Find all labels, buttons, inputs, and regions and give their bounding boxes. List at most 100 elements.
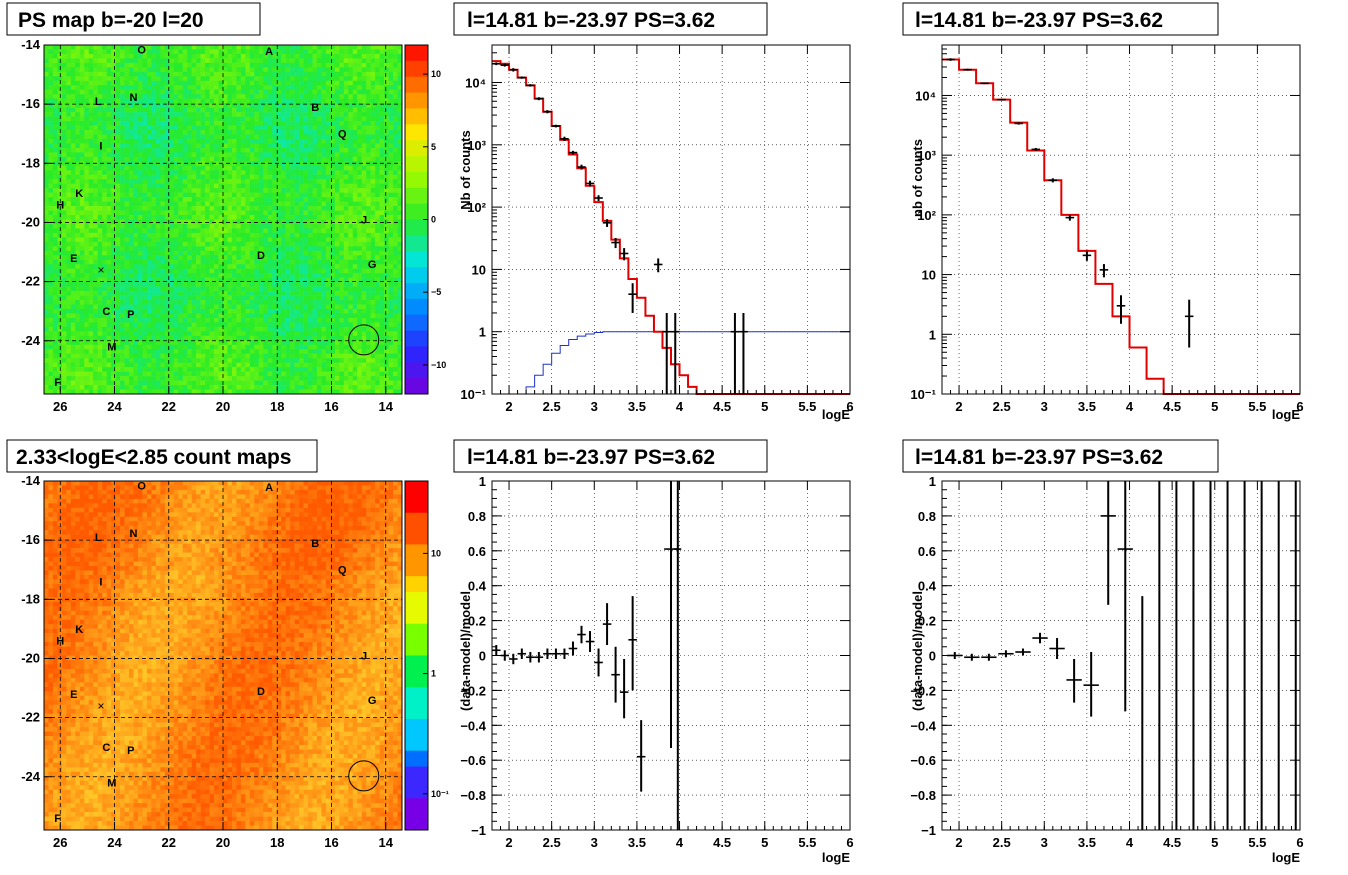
heat-cell bbox=[79, 71, 85, 77]
heat-cell bbox=[44, 156, 49, 162]
heat-cell bbox=[370, 147, 376, 153]
heat-cell bbox=[272, 215, 277, 220]
heat-cell bbox=[227, 219, 233, 225]
heat-cell bbox=[348, 138, 354, 144]
heat-cell bbox=[388, 85, 394, 91]
heat-cell bbox=[52, 80, 58, 86]
heat-cell bbox=[137, 165, 143, 171]
heat-cell bbox=[285, 304, 291, 310]
heat-cell bbox=[393, 80, 398, 86]
heat-cell bbox=[343, 308, 349, 314]
heat-cell bbox=[227, 304, 233, 310]
heat-cell bbox=[209, 232, 215, 238]
heat-cell bbox=[366, 250, 371, 256]
heat-cell bbox=[272, 183, 277, 189]
heat-cell bbox=[393, 116, 398, 122]
heat-cell bbox=[52, 215, 58, 220]
heat-cell bbox=[142, 71, 148, 77]
heat-cell bbox=[343, 313, 349, 319]
heat-cell bbox=[249, 134, 255, 140]
heat-cell bbox=[173, 268, 179, 274]
heat-cell bbox=[361, 152, 367, 158]
heat-cell bbox=[223, 112, 228, 117]
heat-cell bbox=[44, 45, 49, 50]
heat-cell bbox=[142, 174, 148, 180]
heat-cell bbox=[388, 291, 394, 296]
heat-cell bbox=[272, 138, 277, 144]
heat-cell bbox=[124, 156, 130, 162]
heat-cell bbox=[191, 246, 197, 252]
heat-cell bbox=[240, 317, 246, 323]
heat-cell bbox=[182, 161, 188, 167]
heat-cell bbox=[231, 125, 237, 131]
heat-cell bbox=[312, 67, 318, 73]
heat-cell bbox=[88, 98, 94, 104]
heat-cell bbox=[88, 85, 94, 91]
heat-cell bbox=[102, 130, 107, 135]
heat-cell bbox=[379, 80, 385, 86]
heat-cell bbox=[191, 80, 197, 86]
heat-cell bbox=[321, 170, 327, 176]
heat-cell bbox=[227, 313, 233, 319]
heat-cell bbox=[249, 165, 255, 171]
heat-cell bbox=[321, 152, 327, 158]
heat-cell bbox=[316, 264, 322, 270]
heat-cell bbox=[290, 197, 295, 202]
heat-cell bbox=[325, 295, 331, 301]
heat-cell bbox=[303, 264, 309, 270]
heat-cell bbox=[285, 170, 291, 176]
heat-cell bbox=[142, 152, 148, 158]
heat-cell bbox=[254, 295, 260, 301]
heat-cell bbox=[330, 201, 336, 207]
heat-cell bbox=[263, 152, 269, 158]
heat-cell bbox=[276, 228, 282, 234]
heat-cell bbox=[164, 237, 170, 243]
heat-cell bbox=[93, 322, 98, 328]
heat-cell bbox=[70, 322, 76, 328]
heat-cell bbox=[66, 94, 72, 99]
heat-cell bbox=[375, 228, 380, 234]
heat-cell bbox=[120, 165, 125, 171]
heat-cell bbox=[375, 71, 380, 77]
heat-cell bbox=[173, 201, 179, 207]
heat-cell bbox=[294, 304, 300, 310]
heat-cell bbox=[240, 197, 246, 202]
heat-cell bbox=[106, 313, 112, 319]
heat-cell bbox=[299, 255, 304, 261]
heat-cell bbox=[142, 143, 148, 149]
heat-cell bbox=[155, 179, 161, 184]
heat-cell bbox=[111, 58, 116, 64]
heat-cell bbox=[106, 147, 112, 153]
heat-cell bbox=[330, 58, 336, 64]
heat-cell bbox=[312, 215, 318, 220]
heat-cell bbox=[70, 304, 76, 310]
heat-cell bbox=[276, 300, 282, 305]
heat-cell bbox=[187, 322, 192, 328]
heat-cell bbox=[308, 304, 313, 310]
heat-cell bbox=[196, 174, 201, 180]
heat-cell bbox=[308, 228, 313, 234]
heat-cell bbox=[303, 197, 309, 202]
heat-cell bbox=[146, 121, 152, 126]
heat-cell bbox=[115, 156, 121, 162]
heat-cell bbox=[102, 165, 107, 171]
heat-cell bbox=[348, 291, 354, 296]
heat-cell bbox=[187, 232, 192, 238]
heat-cell bbox=[370, 237, 376, 243]
heat-cell bbox=[388, 76, 394, 82]
heat-cell bbox=[330, 250, 336, 256]
heat-cell bbox=[245, 295, 251, 301]
heat-cell bbox=[348, 125, 354, 131]
heat-cell bbox=[303, 147, 309, 153]
heat-cell bbox=[84, 259, 90, 265]
heat-cell bbox=[285, 67, 291, 73]
heat-cell bbox=[70, 112, 76, 117]
heat-cell bbox=[366, 201, 371, 207]
heat-cell bbox=[361, 94, 367, 99]
heat-cell bbox=[388, 277, 394, 283]
heat-cell bbox=[129, 215, 134, 220]
heat-cell bbox=[370, 308, 376, 314]
heat-cell bbox=[200, 308, 206, 314]
heat-cell bbox=[70, 273, 76, 278]
heat-cell bbox=[48, 49, 54, 55]
